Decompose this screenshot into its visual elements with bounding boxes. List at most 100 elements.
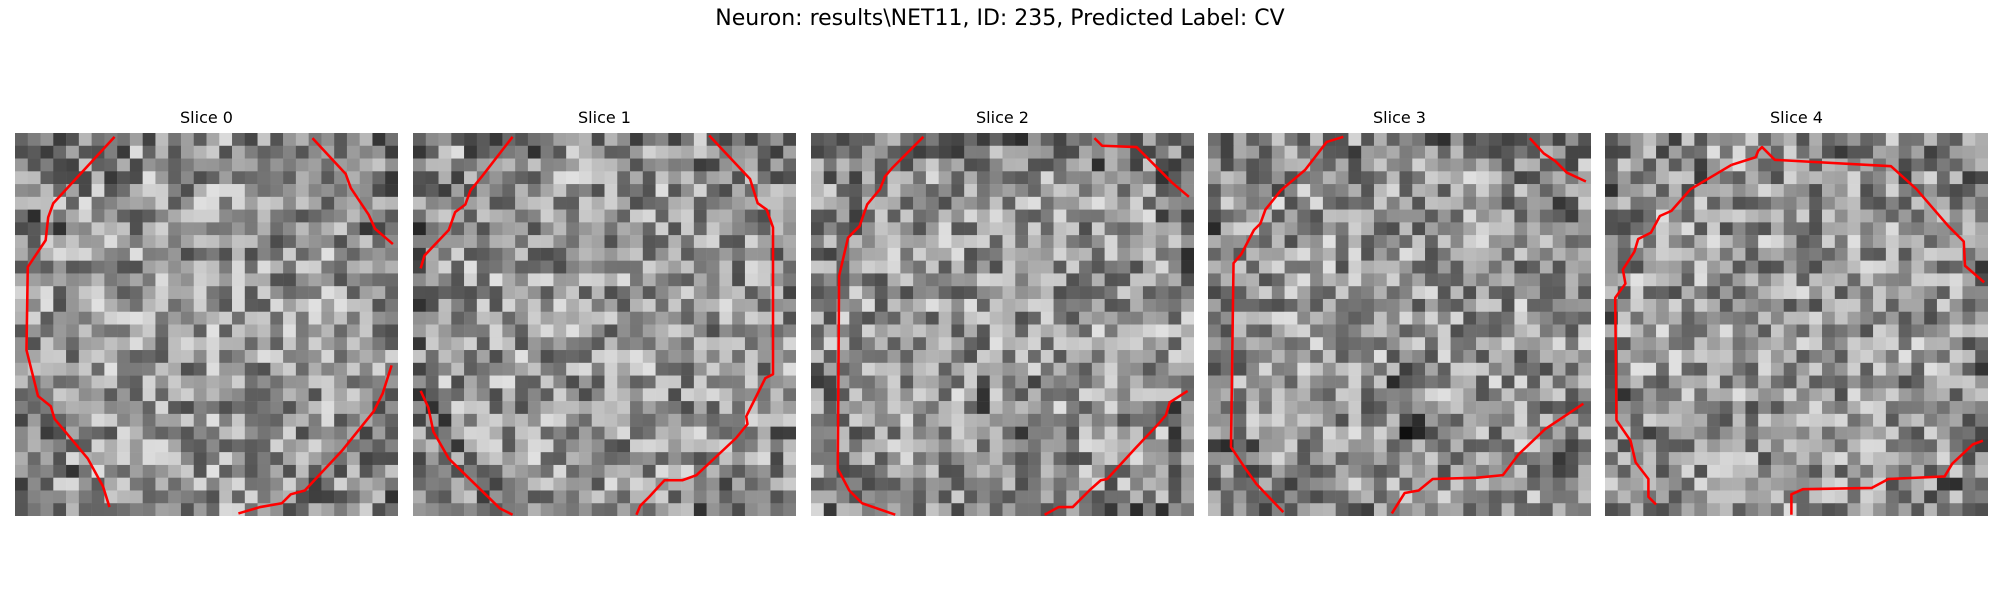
pixel	[66, 235, 80, 249]
pixel	[1015, 260, 1029, 274]
pixel	[155, 477, 169, 491]
pixel	[1476, 503, 1490, 516]
pixel	[1630, 133, 1644, 147]
pixel	[27, 133, 41, 147]
pixel	[1348, 362, 1362, 376]
pixel	[1539, 133, 1553, 147]
pixel	[1079, 401, 1093, 415]
pixel	[1745, 503, 1759, 516]
pixel	[604, 350, 618, 364]
pixel	[1552, 222, 1566, 236]
pixel	[1898, 452, 1912, 466]
pixel	[219, 222, 233, 236]
pixel	[1898, 196, 1912, 210]
pixel	[1297, 401, 1311, 415]
pixel	[1681, 171, 1695, 185]
pixel	[1488, 452, 1502, 466]
pixel	[1425, 222, 1439, 236]
pixel	[451, 362, 465, 376]
pixel	[732, 401, 746, 415]
pixel	[1181, 171, 1194, 185]
pixel	[78, 350, 92, 364]
pixel	[900, 490, 914, 504]
pixel	[874, 477, 888, 491]
pixel	[1373, 286, 1387, 300]
pixel	[66, 158, 80, 172]
pixel	[53, 464, 67, 478]
pixel	[1271, 324, 1285, 338]
pixel	[1514, 426, 1528, 440]
pixel	[887, 477, 901, 491]
pixel	[1168, 350, 1182, 364]
pixel	[244, 350, 258, 364]
pixel	[770, 439, 784, 453]
pixel	[372, 350, 386, 364]
pixel	[1233, 503, 1247, 516]
pixel	[180, 273, 194, 287]
pixel	[1656, 260, 1670, 274]
pixel	[1040, 350, 1054, 364]
pixel	[964, 388, 978, 402]
pixel	[1463, 477, 1477, 491]
pixel	[53, 337, 67, 351]
pixel	[257, 247, 271, 261]
pixel	[757, 362, 771, 376]
pixel	[91, 286, 105, 300]
pixel	[155, 235, 169, 249]
pixel	[15, 196, 29, 210]
pixel	[887, 298, 901, 312]
pixel	[1425, 426, 1439, 440]
pixel	[489, 247, 503, 261]
pixel	[155, 464, 169, 478]
pixel	[719, 503, 733, 516]
pixel	[591, 350, 605, 364]
pixel	[502, 464, 516, 478]
pixel	[1860, 286, 1874, 300]
pixel	[1117, 503, 1131, 516]
pixel	[502, 375, 516, 389]
pixel	[1015, 158, 1029, 172]
pixel	[1246, 286, 1260, 300]
pixel	[1822, 401, 1836, 415]
pixel	[1949, 184, 1963, 198]
pixel	[1361, 298, 1375, 312]
pixel	[1284, 490, 1298, 504]
pixel	[732, 133, 746, 147]
pixel	[591, 235, 605, 249]
pixel	[617, 145, 631, 159]
pixel	[1898, 426, 1912, 440]
pixel	[655, 439, 669, 453]
pixel	[451, 145, 465, 159]
pixel	[104, 413, 118, 427]
pixel	[989, 133, 1003, 147]
pixel	[193, 362, 207, 376]
pixel	[1565, 235, 1579, 249]
pixel	[1066, 350, 1080, 364]
pixel	[308, 401, 322, 415]
pixel	[1079, 503, 1093, 516]
pixel	[1501, 133, 1515, 147]
pixel	[1386, 273, 1400, 287]
pixel	[566, 503, 580, 516]
pixel	[413, 477, 427, 491]
pixel	[1437, 426, 1451, 440]
pixel	[321, 452, 335, 466]
pixel	[155, 209, 169, 223]
pixel	[1924, 171, 1938, 185]
pixel	[1476, 171, 1490, 185]
pixel	[1605, 388, 1619, 402]
pixel	[1809, 158, 1823, 172]
pixel	[1142, 286, 1156, 300]
pixel	[1719, 477, 1733, 491]
pixel	[359, 145, 373, 159]
pixel	[757, 311, 771, 325]
pixel	[1155, 401, 1169, 415]
pixel	[1565, 324, 1579, 338]
pixel	[1091, 324, 1105, 338]
pixel	[15, 375, 29, 389]
pixel	[1284, 464, 1298, 478]
pixel	[1936, 196, 1950, 210]
pixel	[1104, 375, 1118, 389]
pixel	[693, 401, 707, 415]
pixel	[1348, 184, 1362, 198]
